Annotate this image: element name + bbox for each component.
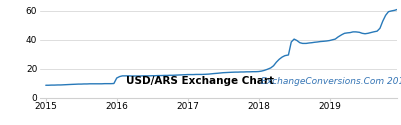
Text: ExchangeConversions.Com 2019: ExchangeConversions.Com 2019 — [261, 77, 401, 86]
Text: USD/ARS Exchange Chart: USD/ARS Exchange Chart — [126, 76, 274, 86]
